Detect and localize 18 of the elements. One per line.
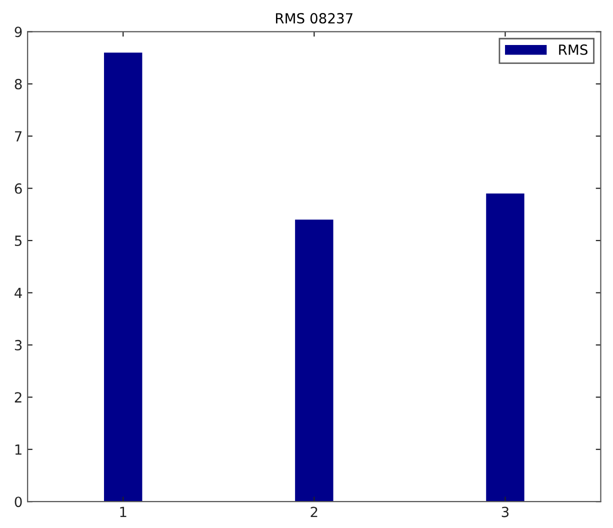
y-tick-label: 1 <box>15 444 22 455</box>
y-tick-label: 5 <box>14 236 22 246</box>
y-tick-label: 3 <box>14 340 22 350</box>
y-tick-label: 0 <box>14 496 22 508</box>
legend-label: RMS <box>559 44 588 55</box>
x-tick-label: 1 <box>120 506 126 518</box>
x-tick-label: 3 <box>502 506 509 518</box>
x-tick-label: 2 <box>310 506 318 518</box>
y-tick-label: 4 <box>14 288 22 298</box>
bar <box>104 52 142 502</box>
y-tick-label: 9 <box>14 26 22 38</box>
bar <box>486 194 524 502</box>
y-tick-label: 7 <box>15 131 22 142</box>
y-tick-label: 2 <box>14 392 22 402</box>
bar <box>295 220 334 502</box>
y-tick-label: 6 <box>14 183 22 194</box>
y-tick-label: 8 <box>14 78 22 90</box>
chart-title: RMS 08237 <box>276 13 352 24</box>
